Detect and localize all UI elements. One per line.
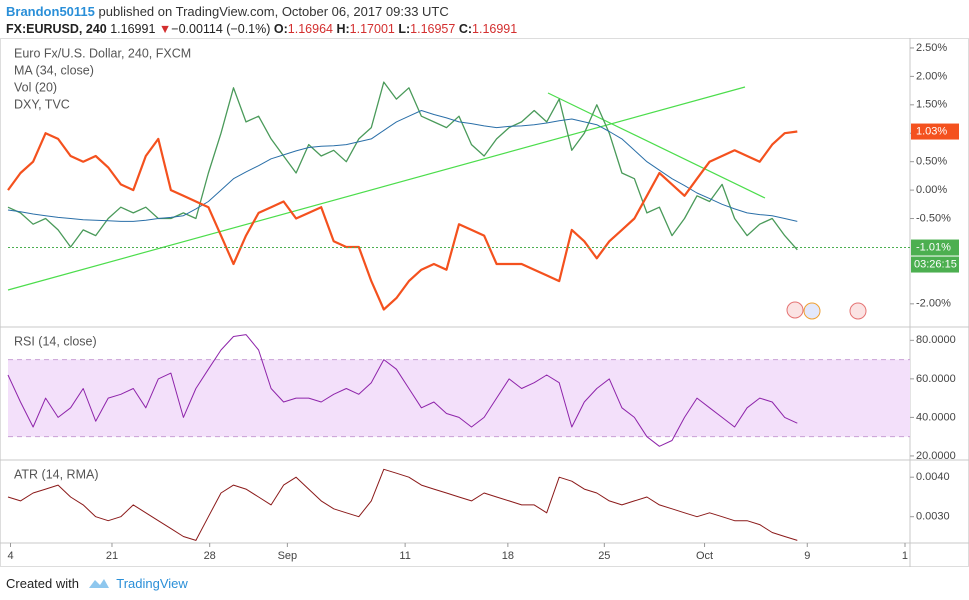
high: 1.17001 — [349, 22, 395, 36]
y-tick-label: -0.50% — [916, 212, 951, 224]
y-tick-label: 2.00% — [916, 70, 947, 82]
change-arrow: ▼ — [158, 22, 172, 36]
y-tick-label: 60.0000 — [916, 373, 956, 385]
y-tick-label: 0.50% — [916, 156, 947, 168]
x-tick-label: 28 — [204, 550, 216, 562]
x-tick-label: 4 — [7, 550, 13, 562]
symbol-line: FX:EURUSD, 240 1.16991 ▼−0.00114 (−0.1%)… — [6, 22, 517, 36]
symbol-name: FX:EURUSD, 240 — [6, 22, 107, 36]
brand[interactable]: TradingView — [116, 576, 188, 591]
rsi-band — [8, 359, 910, 437]
y-tick-label: 2.50% — [916, 42, 947, 54]
y-tick-label: -2.00% — [916, 298, 951, 310]
series-line — [7, 468, 798, 541]
low: 1.16957 — [410, 22, 456, 36]
series-line — [7, 334, 798, 447]
last-price: 1.16991 — [110, 22, 156, 36]
y-tick-label: 20.0000 — [916, 450, 956, 462]
series-line — [7, 110, 798, 222]
countdown: 03:26:15 — [914, 258, 957, 270]
series-line — [7, 81, 798, 251]
open-label: O: — [273, 22, 288, 36]
x-tick-label: 25 — [598, 550, 610, 562]
created-with: Created with — [6, 576, 79, 591]
legend-item: RSI (14, close) — [14, 334, 97, 348]
author[interactable]: Brandon50115 — [6, 4, 95, 19]
x-tick-label: 11 — [399, 550, 410, 562]
published: published on TradingView.com, October 06… — [98, 4, 449, 19]
x-tick-label: 1 — [902, 550, 908, 562]
price-label: -1.01% — [916, 241, 951, 253]
plots: 2.50%2.00%1.50%1.00%0.50%0.00%-0.50%-2.0… — [7, 42, 959, 562]
x-tick-label: 21 — [106, 550, 118, 562]
footer: Created with TradingView — [6, 574, 188, 591]
price-label-box — [911, 123, 959, 140]
y-tick-label: 80.0000 — [916, 334, 956, 346]
x-tick-label: 9 — [804, 550, 810, 562]
countdown-box — [911, 256, 959, 273]
open: 1.16964 — [287, 22, 333, 36]
price-label: 1.03% — [916, 125, 947, 137]
frame — [0, 38, 969, 567]
price-label-box — [911, 239, 959, 256]
series-line — [7, 130, 798, 311]
y-tick-label: 1.50% — [916, 99, 947, 111]
y-tick-label: 0.0030 — [916, 511, 950, 523]
high-label: H: — [336, 22, 350, 36]
y-tick-label: 40.0000 — [916, 411, 956, 423]
low-label: L: — [398, 22, 411, 36]
x-tick-label: Sep — [278, 550, 298, 562]
legend-item: ATR (14, RMA) — [14, 467, 99, 481]
y-tick-label: 0.00% — [916, 184, 947, 196]
chart: 2.50%2.00%1.50%1.00%0.50%0.00%-0.50%-2.0… — [0, 38, 969, 567]
publish-line: Brandon50115 published on TradingView.co… — [6, 4, 449, 19]
logo — [88, 579, 109, 588]
x-tick-label: Oct — [696, 550, 713, 562]
y-tick-label: 0.0040 — [916, 471, 950, 483]
legend-item: Euro Fx/U.S. Dollar, 240, FXCM — [14, 46, 191, 60]
x-tick-label: 18 — [502, 550, 514, 562]
legend-item: MA (34, close) — [14, 63, 94, 77]
event-icons — [786, 301, 867, 320]
change: −0.00114 (−0.1%) — [171, 22, 271, 36]
close-label: C: — [458, 22, 473, 36]
close: 1.16991 — [472, 22, 518, 36]
legend-item: DXY, TVC — [14, 97, 70, 111]
legend-item: Vol (20) — [14, 80, 57, 94]
